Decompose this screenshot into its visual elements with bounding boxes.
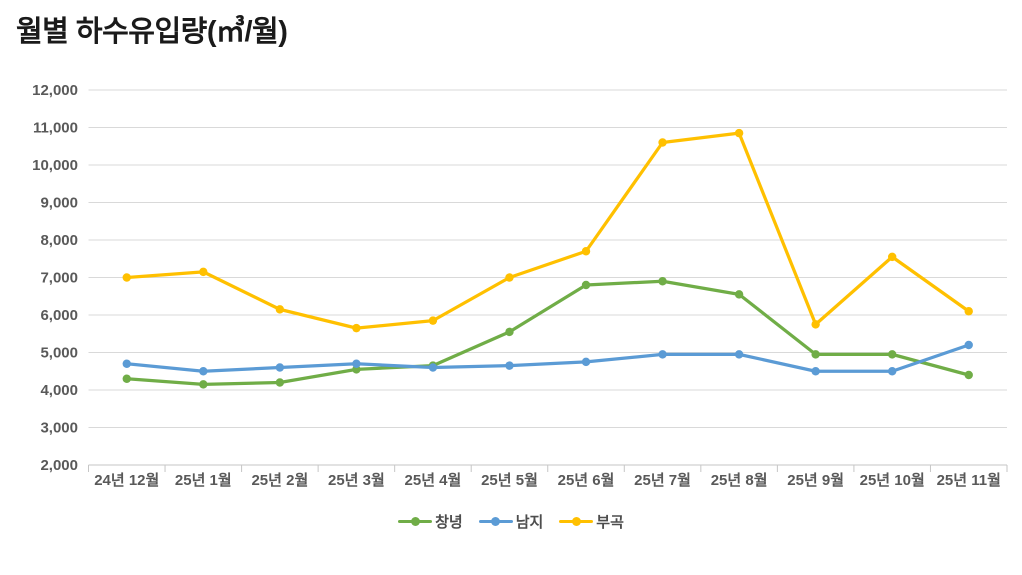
x-axis-label: 25년 3월: [328, 472, 385, 489]
x-axis-label: 25년 1월: [175, 472, 232, 489]
legend-dot-icon: [410, 517, 420, 526]
data-point-changnyeong: [122, 374, 131, 383]
data-point-bugok: [199, 267, 208, 277]
data-point-namji: [581, 357, 591, 367]
y-axis-label: 2,000: [40, 457, 78, 474]
x-axis-label: 25년 9월: [787, 472, 844, 489]
data-point-changnyeong: [275, 378, 285, 387]
series-line-changnyeong: [125, 279, 971, 386]
data-point-bugok: [658, 138, 667, 147]
data-point-bugok: [734, 128, 744, 138]
data-point-bugok: [275, 305, 285, 314]
legend-item-bugok: 부곡: [559, 511, 624, 532]
series-line-bugok: [125, 131, 971, 330]
data-point-namji: [734, 350, 744, 359]
y-axis-label: 12,000: [32, 82, 78, 99]
data-point-changnyeong: [199, 380, 208, 389]
chart-title: 월별 하수유입량(㎥/월): [16, 16, 288, 48]
y-axis-label: 5,000: [40, 345, 78, 362]
data-point-namji: [811, 367, 820, 376]
y-axis-label: 10,000: [32, 157, 78, 174]
legend-dot-icon: [571, 517, 581, 526]
data-point-namji: [428, 363, 438, 372]
x-axis-label: 25년 10월: [860, 472, 925, 489]
data-point-changnyeong: [887, 350, 897, 359]
y-axis-label: 9,000: [40, 195, 78, 212]
x-axis-label: 25년 2월: [251, 472, 308, 489]
y-axis-label: 8,000: [40, 232, 78, 249]
data-point-changnyeong: [658, 277, 667, 286]
y-axis-label: 11,000: [33, 120, 78, 137]
x-axis-label: 25년 11월: [937, 472, 1001, 489]
data-point-namji: [658, 350, 667, 359]
legend-label: 남지: [515, 514, 544, 531]
data-point-bugok: [122, 273, 131, 282]
legend-dot-icon: [491, 517, 501, 526]
y-axis-label: 7,000: [40, 270, 78, 287]
data-point-changnyeong: [505, 327, 514, 337]
data-point-changnyeong: [811, 350, 820, 359]
data-point-bugok: [964, 307, 973, 316]
data-point-namji: [964, 340, 973, 350]
chart-legend: 창녕 남지 부곡: [0, 511, 1022, 532]
data-point-bugok: [352, 323, 361, 333]
data-point-bugok: [505, 273, 514, 282]
y-axis-label: 3,000: [40, 420, 78, 437]
line-chart: 2,000 3,000 4,000 5,000 6,000 7,000 8,000 9,000…: [32, 82, 1008, 489]
data-point-changnyeong: [734, 290, 744, 299]
data-point-namji: [122, 359, 131, 368]
data-point-bugok: [811, 320, 820, 329]
data-point-namji: [887, 367, 897, 376]
legend-item-namji: 남지: [478, 511, 544, 532]
data-point-namji: [352, 359, 361, 368]
legend-marker-bugok: [559, 517, 594, 527]
x-axis-label: 25년 6월: [558, 472, 615, 489]
data-point-namji: [505, 361, 514, 370]
data-point-namji: [199, 367, 208, 376]
series-line-namji: [125, 343, 971, 373]
x-axis-label: 25년 5월: [481, 472, 538, 489]
legend-item-changnyeong: 창녕: [398, 511, 463, 532]
legend-label: 부곡: [596, 514, 624, 531]
y-axis-label: 6,000: [40, 307, 78, 324]
x-axis-label: 25년 7월: [634, 472, 691, 489]
x-axis-label: 25년 8월: [711, 472, 768, 489]
data-point-changnyeong: [964, 370, 973, 380]
x-axis-label: 25년 4월: [405, 472, 462, 489]
data-point-bugok: [581, 247, 591, 256]
legend-marker-changnyeong: [398, 517, 433, 527]
data-point-changnyeong: [581, 280, 591, 290]
data-point-bugok: [887, 252, 897, 262]
y-axis-label: 4,000: [40, 382, 78, 399]
data-point-namji: [275, 363, 285, 372]
x-axis-label: 24년 12월: [94, 472, 159, 489]
data-point-bugok: [428, 316, 438, 325]
legend-label: 창녕: [435, 514, 463, 531]
legend-marker-namji: [478, 517, 513, 527]
